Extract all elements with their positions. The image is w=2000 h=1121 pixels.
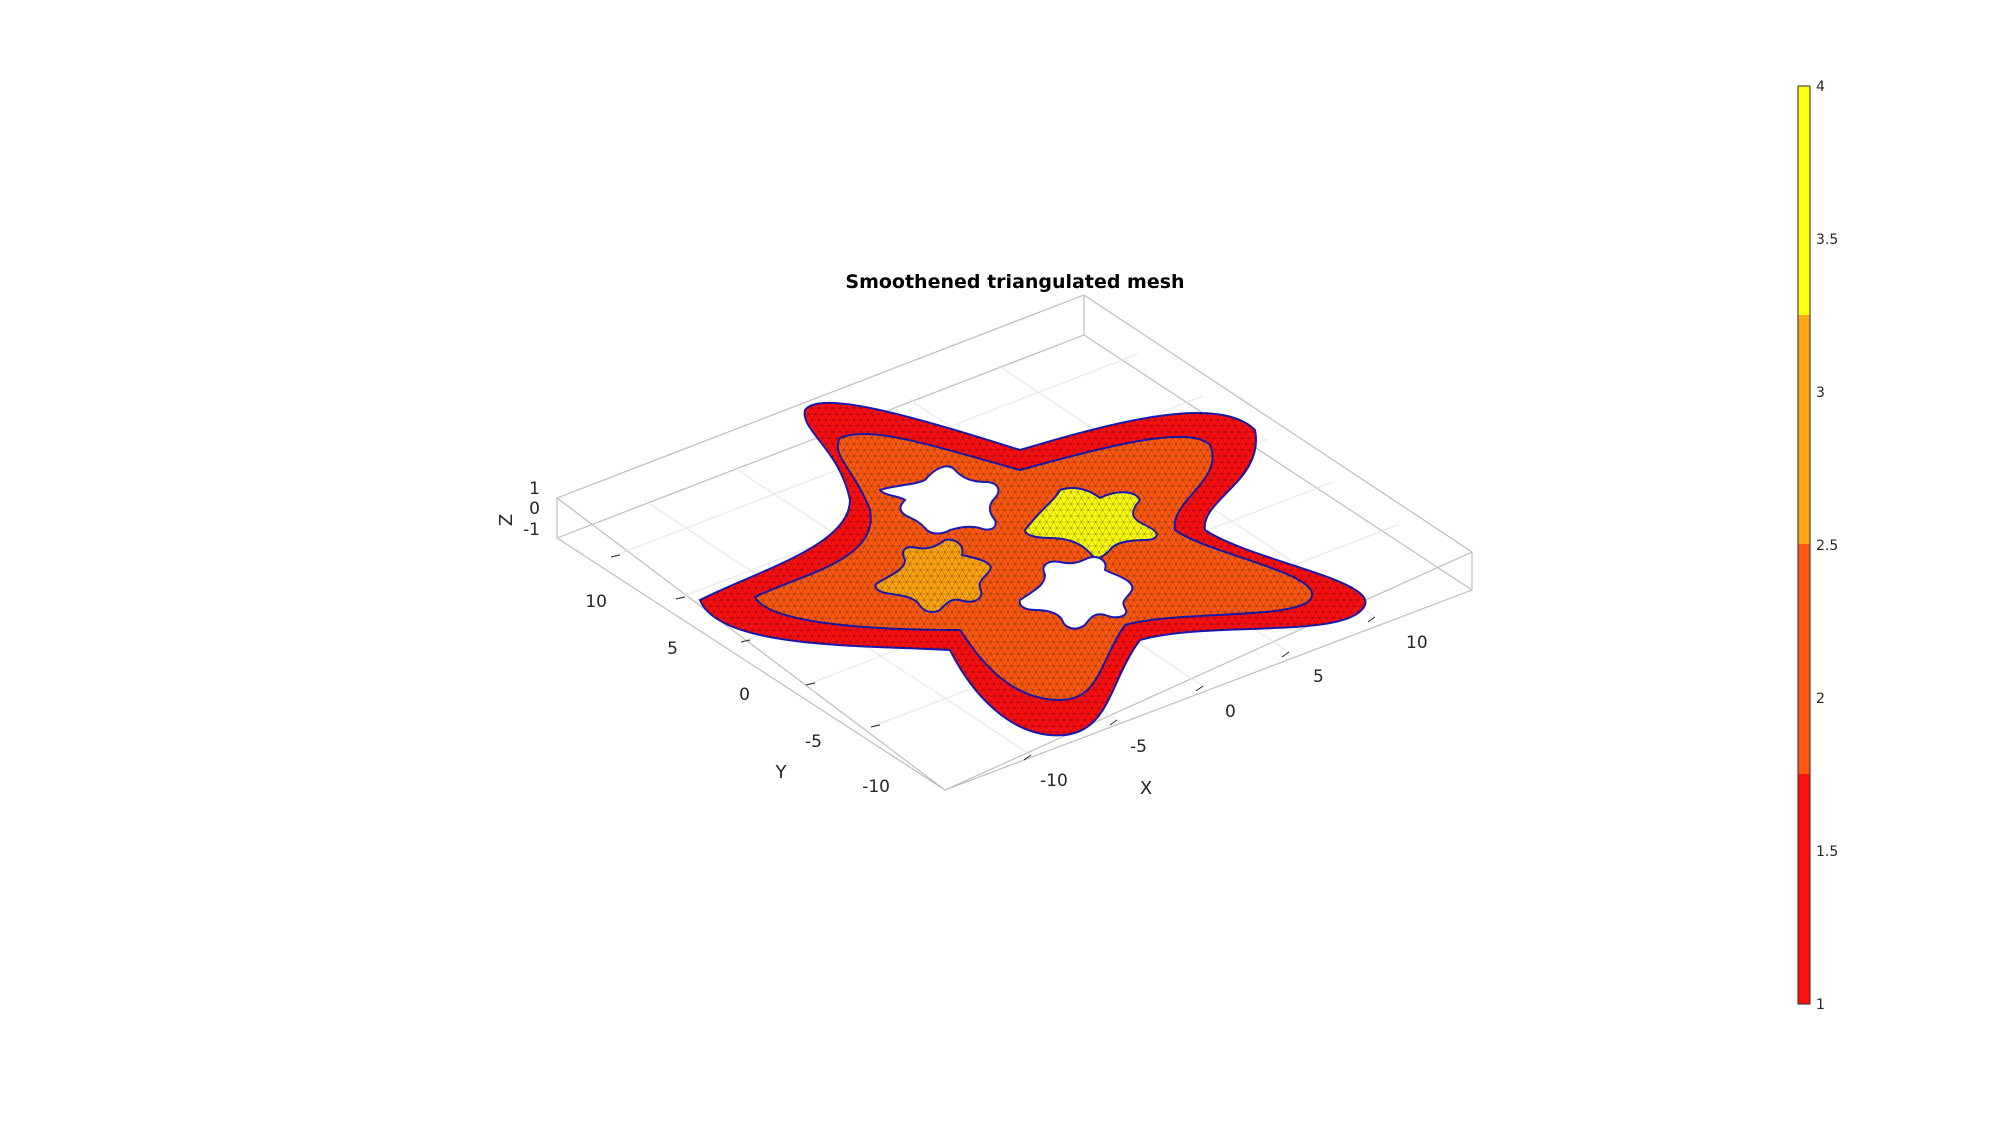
y-ticks: -10 -5 0 5 10 bbox=[585, 592, 890, 797]
y-tick: -10 bbox=[862, 777, 890, 797]
z-tick: 1 bbox=[529, 479, 540, 499]
mesh-region-gold-tri bbox=[875, 539, 991, 613]
y-tick: 0 bbox=[739, 685, 750, 705]
mesh-hole-1 bbox=[878, 465, 1000, 535]
colorbar-tick: 2.5 bbox=[1816, 538, 1838, 554]
tick-marks bbox=[610, 554, 1376, 761]
chart-title: Smoothened triangulated mesh bbox=[845, 271, 1184, 293]
x-ticks: -10 -5 0 5 10 bbox=[1040, 633, 1428, 791]
mesh-triangles bbox=[700, 402, 1366, 736]
colorbar-level-4 bbox=[1798, 86, 1810, 315]
colorbar-tick: 1.5 bbox=[1816, 844, 1838, 860]
y-axis-label: Y bbox=[775, 762, 788, 783]
colorbar-tick: 3 bbox=[1816, 385, 1825, 401]
colorbar: 1 1.5 2 2.5 3 3.5 4 bbox=[1797, 79, 1838, 1013]
colorbar-level-2 bbox=[1798, 544, 1810, 774]
mesh-hole-2 bbox=[1018, 556, 1134, 630]
y-tick: 10 bbox=[585, 592, 607, 612]
x-tick: 10 bbox=[1406, 633, 1428, 653]
z-ticks: -1 0 1 bbox=[523, 479, 540, 540]
colorbar-frame bbox=[1797, 85, 1811, 1005]
x-tick: 5 bbox=[1313, 667, 1324, 687]
axes-box bbox=[555, 294, 1474, 791]
z-tick: 0 bbox=[529, 499, 540, 519]
x-tick: -10 bbox=[1040, 771, 1068, 791]
colorbar-level-1 bbox=[1798, 774, 1810, 1004]
z-tick: -1 bbox=[523, 520, 540, 540]
mesh-region-yellow-tri bbox=[1025, 487, 1157, 558]
colorbar-level-3 bbox=[1798, 315, 1810, 544]
y-tick: 5 bbox=[667, 639, 678, 659]
x-axis-label: X bbox=[1140, 778, 1152, 799]
colorbar-tick: 2 bbox=[1816, 691, 1825, 707]
y-tick: -5 bbox=[805, 732, 822, 752]
x-tick: -5 bbox=[1130, 737, 1147, 757]
z-axis-label: Z bbox=[496, 514, 517, 526]
mesh-surface bbox=[698, 401, 1367, 737]
colorbar-tick: 1 bbox=[1816, 997, 1825, 1013]
colorbar-tick: 3.5 bbox=[1816, 232, 1838, 248]
colorbar-tick: 4 bbox=[1816, 79, 1825, 95]
x-tick: 0 bbox=[1225, 702, 1236, 722]
